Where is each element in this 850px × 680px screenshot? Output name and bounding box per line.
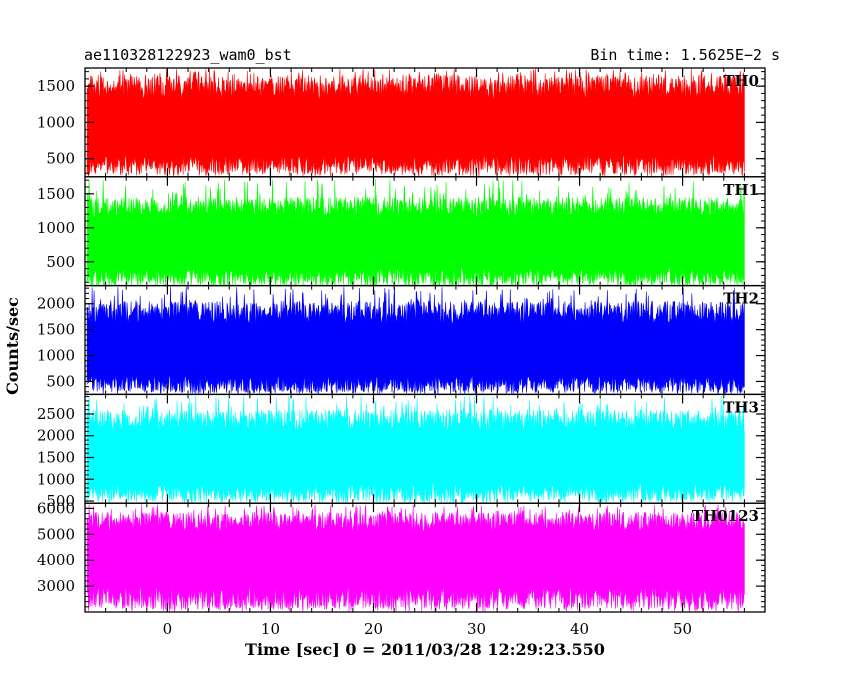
bin-time-label: Bin time: 1.5625E−2 s [590,46,780,64]
panels-layer: 500 1000 1500 TH0 500 1000 1500 TH1 500 1000 1500 2… [37,67,766,613]
panel-label-th0: TH0 [723,72,759,90]
panel-label-th0123: TH0123 [692,507,759,525]
x-tick-label: 20 [364,620,383,638]
y-tick-label: 1000 [37,347,75,365]
panel-label-th3: TH3 [723,398,759,416]
x-tick-label: 40 [570,620,589,638]
x-tick-label: 30 [467,620,486,638]
x-tick-label: 10 [261,620,280,638]
x-tick-label: 50 [673,620,692,638]
y-tick-label: 1500 [37,321,75,339]
y-tick-label: 1000 [37,470,75,488]
chart-title: ae110328122923_wam0_bst [84,46,292,64]
y-tick-label: 3000 [37,577,75,595]
y-tick-label: 500 [46,253,75,271]
y-tick-label: 5000 [37,525,75,543]
y-tick-label: 1000 [37,113,75,131]
y-tick-label: 500 [46,372,75,390]
series-th2 [86,286,745,395]
y-tick-label: 2000 [37,295,75,313]
y-axis-label: Counts/sec [3,297,22,395]
y-tick-label: 500 [46,150,75,168]
y-tick-label: 500 [46,492,75,510]
y-tick-label: 1000 [37,219,75,237]
panel-th1: 500 1000 1500 TH1 [37,176,766,287]
panel-label-th2: TH2 [723,290,759,308]
panel-label-th1: TH1 [723,181,759,199]
series-th3 [86,395,745,504]
y-tick-label: 6000 [37,499,75,517]
x-axis: 0 10 20 30 40 50 [163,620,692,638]
panel-th2: 500 1000 1500 2000 TH2 [37,284,766,396]
panel-th3: 500 1000 1500 2000 2500 TH3 [37,393,766,510]
panel-th0: 500 1000 1500 TH0 [37,67,766,178]
y-tick-label: 4000 [37,551,75,569]
series-th0 [86,68,745,177]
y-tick-label: 1500 [37,449,75,467]
y-tick-label: 1500 [37,185,75,203]
y-tick-label: 2500 [37,405,75,423]
panel-frame [84,502,766,613]
y-tick-label: 1500 [37,77,75,95]
x-tick-label: 0 [163,620,173,638]
series-th1 [86,179,745,286]
panel-th0123: 3000 4000 5000 6000 TH0123 [37,499,766,613]
y-tick-label: 2000 [37,427,75,445]
series-th0123 [86,504,745,612]
x-axis-label: Time [sec] 0 = 2011/03/28 12:29:23.550 [245,640,605,659]
